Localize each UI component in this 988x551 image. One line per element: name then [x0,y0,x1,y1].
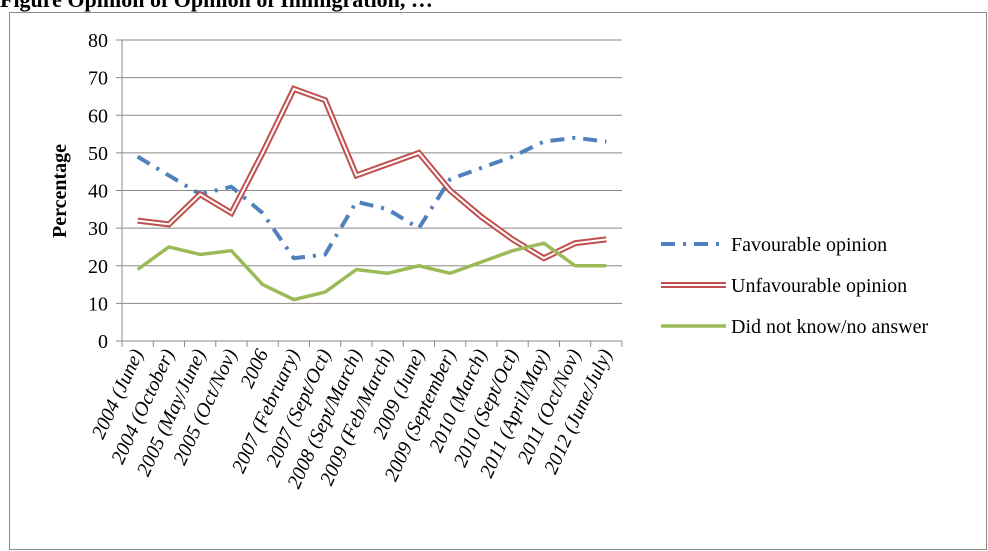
legend-item: Unfavourable opinion [661,275,907,297]
legend-item: Did not know/no answer [661,316,929,338]
chart-area-border [9,12,987,550]
series-line [136,135,607,261]
axes [116,39,623,347]
series-line-solid [136,241,607,302]
series-line [136,241,607,302]
legend: Favourable opinion Unfavourable opinion Di… [661,234,929,338]
y-tick-label: 0 [98,331,108,353]
y-tick-label: 70 [88,68,108,90]
figure-heading: Figure Opinion of Opinion of Immigration… [0,0,433,13]
series-line-inner [137,87,607,260]
legend-label: Favourable opinion [731,234,887,256]
gridlines [122,39,622,304]
series-line-outer [137,85,607,262]
y-tick-labels: 0 10 20 30 40 50 60 70 80 [88,30,108,353]
series-line-dashdot [136,135,607,261]
y-axis-label: Percentage [49,144,71,238]
x-tick-labels: 2004 (June)2004 (October)2005 (May/June)… [88,346,617,492]
y-tick-label: 30 [88,218,108,240]
series-lines [136,85,607,302]
y-tick-label: 20 [88,256,108,278]
legend-label: Unfavourable opinion [731,275,907,297]
legend-item: Favourable opinion [661,234,887,256]
y-tick-label: 50 [88,143,108,165]
y-tick-label: 60 [88,105,108,127]
series-line [137,85,607,262]
legend-label: Did not know/no answer [731,316,929,338]
y-tick-label: 10 [88,293,108,315]
y-tick-label: 40 [88,181,108,203]
y-tick-label: 80 [88,30,108,52]
